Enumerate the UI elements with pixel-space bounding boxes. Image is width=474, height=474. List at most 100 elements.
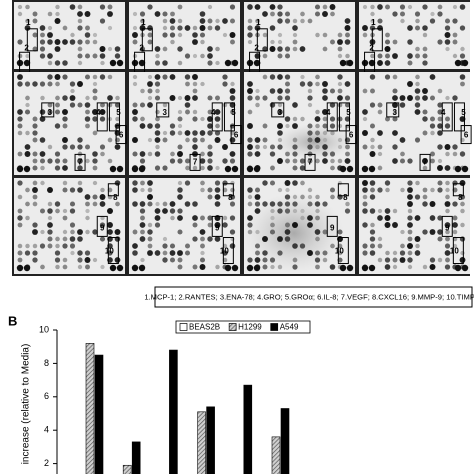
blot-dot (229, 32, 236, 38)
blot-dot (329, 4, 336, 10)
blot-dot (445, 151, 450, 157)
blot-dot (32, 46, 38, 52)
blot-dot (207, 194, 213, 200)
blot-dot (214, 130, 221, 136)
blot-dot (444, 243, 451, 249)
blot-dot (377, 109, 383, 115)
blot-dot (24, 25, 31, 31)
blot-dot (345, 144, 350, 150)
blot-dot (369, 151, 376, 157)
blot-box (326, 215, 338, 237)
blot-dot (270, 222, 275, 228)
blot-dot (39, 158, 46, 164)
blot-dot (392, 95, 398, 101)
blot-dot (437, 116, 443, 122)
blot-dot (132, 116, 138, 122)
blot-dot (100, 264, 105, 270)
blot-ref-dot (224, 59, 232, 67)
blot-dot (284, 180, 291, 186)
blot-dot (70, 32, 75, 38)
blot-dot (292, 180, 298, 186)
blot-dot (222, 32, 228, 38)
blot-dot (92, 95, 98, 101)
blot-dot (215, 18, 220, 24)
blot-dot (254, 4, 261, 10)
blot-dot (437, 215, 443, 221)
blot-dot (62, 257, 68, 263)
blot-dot (70, 88, 75, 94)
blot-dot (430, 158, 435, 164)
blot-dot (247, 187, 253, 193)
blot-dot (107, 229, 113, 235)
blot-dot (314, 11, 321, 17)
blot-label: 4 (96, 108, 101, 117)
blot-dot (147, 194, 153, 200)
blot-dot (77, 102, 83, 108)
blot-dot (414, 109, 421, 115)
blot-dot (169, 158, 176, 164)
blot-dot (162, 11, 168, 17)
blot-dot (177, 250, 183, 256)
blot-dot (300, 74, 305, 80)
blot-dot (445, 116, 450, 122)
blot-dot (377, 130, 383, 136)
blot-dot (177, 46, 183, 52)
blot-box (211, 102, 223, 132)
blot-dot (230, 187, 235, 193)
blot-dot (169, 123, 176, 129)
blot-dot (429, 74, 436, 80)
blot-dot (99, 222, 106, 228)
blot-dot (200, 81, 205, 87)
blot-dot (69, 201, 76, 207)
blot-dot (40, 229, 45, 235)
blot-dot (437, 130, 443, 136)
blot-ref-dot (23, 264, 31, 272)
blot-dot (315, 74, 320, 80)
blot-dot (99, 201, 106, 207)
blot-dot (85, 39, 90, 45)
blot-dot (184, 74, 191, 80)
blot-dot (437, 229, 443, 235)
blot-dot (254, 137, 261, 143)
blot-dot (377, 165, 383, 171)
blot-dot (169, 243, 176, 249)
blot-dot (292, 151, 298, 157)
blot-dot (132, 109, 138, 115)
blot-dot (199, 130, 206, 136)
blot-dot (307, 130, 313, 136)
blot-dot (62, 123, 68, 129)
blot-dot (177, 144, 183, 150)
blot-dot (437, 109, 443, 115)
blot-dot (32, 158, 38, 164)
blot-dot (337, 229, 343, 235)
blot-dot (162, 236, 168, 242)
blot-dot (77, 39, 83, 45)
blot-dot (322, 123, 328, 129)
blot-dot (262, 53, 268, 59)
blot-dot (437, 11, 443, 17)
y-tick-label: 10 (39, 324, 49, 334)
blot-dot (177, 130, 183, 136)
blot-dot (459, 151, 466, 157)
blot-dot (384, 257, 391, 263)
blot-dot (177, 116, 183, 122)
blot-dot (229, 215, 236, 221)
blot-dot (247, 123, 253, 129)
blot-dot (154, 165, 161, 171)
blot-ref-dot (23, 165, 31, 173)
blot-dot (132, 180, 138, 186)
blot-dot (155, 53, 160, 59)
blot-dot (255, 18, 260, 24)
blot-dot (444, 250, 451, 256)
blot-box (256, 28, 268, 52)
blot-dot (169, 18, 176, 24)
blot-dot (84, 194, 91, 200)
blot-dot (452, 39, 458, 45)
blot-dot (147, 4, 153, 10)
blot-dot (337, 46, 343, 52)
blot-dot (114, 257, 121, 263)
blot-dot (199, 264, 206, 270)
legend-label: BEAS2B (189, 323, 220, 332)
blot-dot (17, 180, 23, 186)
blot-dot (25, 53, 30, 59)
